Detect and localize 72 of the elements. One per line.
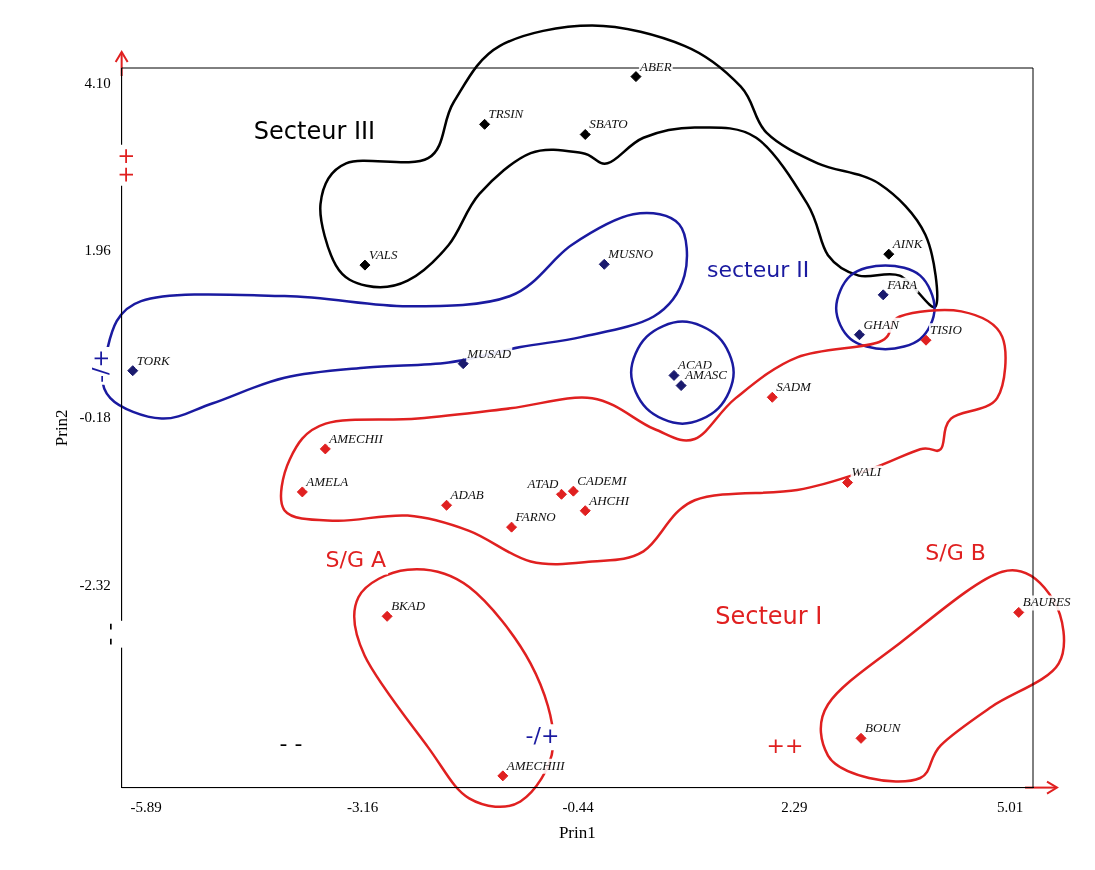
- x-axis-title: Prin1: [558, 823, 596, 843]
- annotation: Secteur III: [253, 116, 376, 145]
- annotation: ATAD: [526, 476, 560, 492]
- point: [842, 477, 854, 489]
- y-tick-label: 4.10: [84, 74, 111, 91]
- point: [506, 521, 518, 533]
- point: [855, 732, 867, 744]
- point: [920, 334, 932, 346]
- annotation: FARA: [886, 276, 918, 292]
- point: [1013, 606, 1025, 618]
- annotation: ++: [113, 146, 139, 184]
- y-tick-label: -0.18: [79, 409, 111, 426]
- point: [883, 248, 895, 260]
- annotation: - -: [279, 731, 303, 757]
- annotation: - -: [99, 622, 125, 646]
- point: [567, 485, 579, 497]
- point: [457, 358, 469, 370]
- point: [497, 770, 509, 782]
- point: [441, 499, 453, 511]
- annotation: secteur II: [707, 257, 810, 283]
- point: [598, 258, 610, 270]
- point: [877, 289, 889, 301]
- x-tick-label: 2.29: [781, 798, 808, 815]
- point: [359, 259, 371, 271]
- point: [579, 505, 591, 517]
- point: [127, 365, 139, 377]
- annotation: CADEMI: [577, 473, 628, 489]
- annotation: ++: [766, 733, 804, 759]
- point: [853, 329, 865, 341]
- point: [479, 118, 491, 130]
- annotation: BAURES: [1022, 594, 1071, 610]
- point: [668, 369, 680, 381]
- point: [296, 486, 308, 498]
- x-tick-label: -0.44: [562, 798, 595, 815]
- annotation: -/+: [525, 722, 560, 748]
- text: -/+: [87, 349, 113, 383]
- annotation: AINK: [891, 236, 924, 252]
- annotation: SBATO: [589, 116, 629, 132]
- annotation: MUSNO: [607, 246, 654, 262]
- point: [381, 610, 393, 622]
- y-tick-label: -2.32: [79, 576, 111, 593]
- point: [555, 488, 567, 500]
- y-tick-label: 1.96: [84, 241, 112, 258]
- annotation: TISIO: [930, 322, 963, 338]
- annotation: VALS: [368, 247, 399, 263]
- annotation: AHCHI: [588, 492, 630, 508]
- annotation: MUSAD: [466, 345, 512, 361]
- annotation: BOUN: [865, 720, 902, 736]
- point: [579, 128, 591, 140]
- annotation: S/G B: [925, 540, 986, 566]
- annotation: ADAB: [449, 487, 484, 503]
- annotation: TORK: [136, 352, 172, 368]
- annotation: AMECHII: [328, 430, 384, 446]
- annotation: BKAD: [391, 598, 426, 614]
- annotation: Secteur I: [715, 601, 823, 630]
- annotation: FARNO: [514, 509, 557, 525]
- annotation: WALI: [851, 464, 882, 480]
- point: [766, 391, 778, 403]
- annotation: AMELA: [305, 473, 349, 489]
- x-tick-label: -5.89: [130, 798, 162, 815]
- annotation: SADM: [776, 379, 813, 395]
- annotation: TRSIN: [488, 106, 525, 122]
- point: [630, 71, 642, 83]
- x-tick-label: 5.01: [996, 798, 1024, 815]
- annotation: AMECHIII: [505, 757, 566, 773]
- annotation: GHAN: [863, 316, 901, 332]
- point: [319, 443, 331, 455]
- y-axis-title: Prin2: [51, 409, 71, 447]
- annotation: ABER: [638, 58, 672, 74]
- point: [675, 380, 687, 392]
- x-tick-label: -3.16: [346, 798, 379, 815]
- annotation: S/G A: [325, 547, 387, 573]
